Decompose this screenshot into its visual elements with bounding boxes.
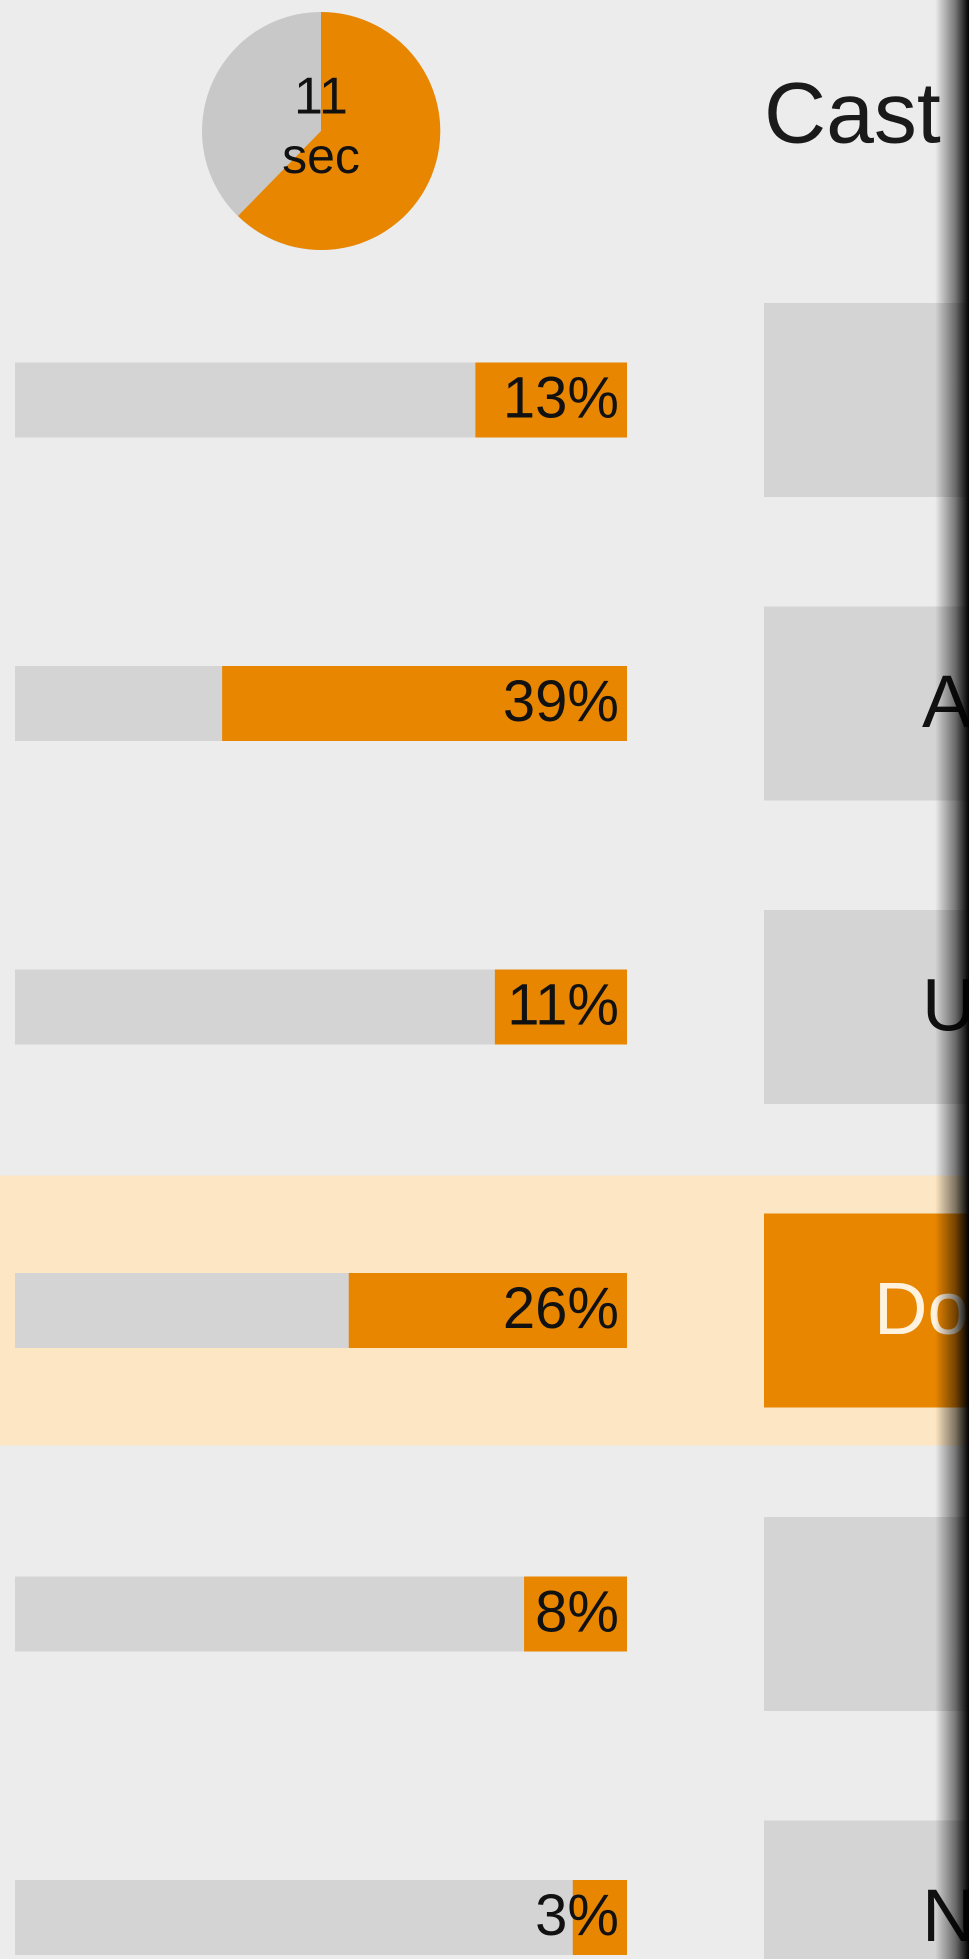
bar xyxy=(222,666,627,741)
rows: 13%39%A11%U26%Do8%3%N xyxy=(0,303,969,1959)
answer-button-bg xyxy=(764,303,969,497)
answer-button[interactable] xyxy=(764,303,969,497)
percent-label: 11% xyxy=(507,972,619,1037)
timer-unit: sec xyxy=(282,128,360,184)
bar xyxy=(475,362,627,438)
answer-button-bg xyxy=(764,1213,969,1408)
bar-track xyxy=(15,1880,627,1955)
answer-button-bg xyxy=(764,910,969,1104)
answer-button-bg xyxy=(764,606,969,801)
percent-label: 39% xyxy=(503,669,619,734)
percent-label: 26% xyxy=(503,1276,619,1341)
timer-pie xyxy=(238,11,441,250)
timer-value: 11 xyxy=(294,68,348,126)
answer-button-bg xyxy=(764,1517,969,1711)
percent-label: 3% xyxy=(535,1883,619,1948)
percent-label: 13% xyxy=(503,365,619,430)
bar xyxy=(348,1273,627,1348)
answer-button[interactable]: Do xyxy=(764,1213,969,1408)
answer-button-bg xyxy=(764,1820,969,1959)
bar xyxy=(572,1880,627,1955)
percent-label: 8% xyxy=(535,1579,619,1644)
question-text: Cast xyxy=(764,66,941,162)
bar xyxy=(494,969,627,1045)
answer-button[interactable] xyxy=(764,1517,969,1711)
bar xyxy=(524,1576,627,1652)
screen-edge xyxy=(935,0,969,1959)
